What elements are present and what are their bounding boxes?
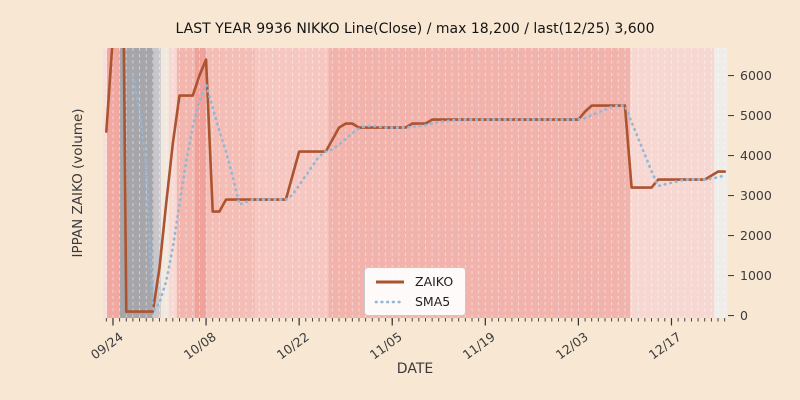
zaiko-line-swatch: [376, 280, 404, 283]
legend-label-zaiko: ZAIKO: [415, 274, 454, 289]
sma5-line: [131, 74, 727, 313]
y-tick-label: 6000: [740, 67, 772, 83]
legend-item-zaiko: ZAIKO: [374, 274, 453, 289]
legend-label-sma5: SMA5: [415, 294, 451, 309]
day-band: [206, 48, 256, 318]
y-tick-label: 2000: [740, 227, 772, 243]
day-band: [176, 48, 195, 318]
legend: ZAIKO SMA5: [364, 267, 467, 316]
day-band: [168, 48, 177, 318]
legend-item-sma5: SMA5: [374, 294, 453, 309]
y-tick-label: 4000: [740, 147, 772, 163]
chart-title: LAST YEAR 9936 NIKKO Line(Close) / max 1…: [175, 21, 655, 37]
day-band: [255, 48, 329, 318]
sma5-line-swatch: [374, 300, 406, 303]
day-band: [153, 48, 161, 318]
y-tick-label: 1000: [740, 267, 772, 283]
y-axis-label: IPPAN ZAIKO (volume): [70, 108, 86, 258]
y-tick-label: 0: [740, 307, 748, 323]
x-axis-label: DATE: [396, 361, 434, 377]
day-band: [160, 48, 169, 318]
x-axis-ticks: [105, 318, 726, 326]
day-band: [103, 48, 107, 318]
y-tick-label: 3000: [740, 187, 772, 203]
y-tick-label: 5000: [740, 107, 772, 123]
y-axis-ticks: [728, 75, 734, 317]
day-band: [194, 48, 207, 318]
day-gridlines: [105, 48, 726, 318]
day-band: [106, 48, 120, 318]
